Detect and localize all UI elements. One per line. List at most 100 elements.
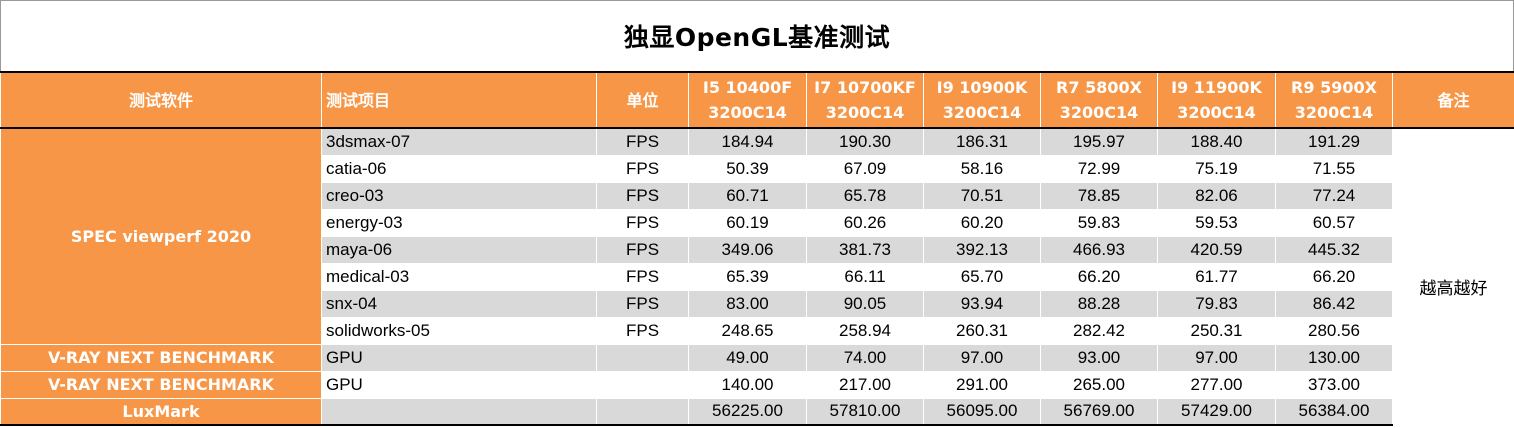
value-cell: 97.00 — [923, 343, 1041, 372]
value-cell: 60.20 — [923, 208, 1041, 237]
header-cpu-2-line1: I7 10700KF — [814, 78, 916, 97]
value-cell: 56384.00 — [1275, 397, 1393, 426]
value-cell: 57429.00 — [1157, 397, 1276, 426]
benchmark-table: 测试软件 测试项目 单位 I5 10400F 3200C14 I7 10700KF… — [0, 71, 1514, 426]
unit-cell: FPS — [596, 208, 689, 237]
value-cell: 191.29 — [1275, 127, 1393, 156]
header-item: 测试项目 — [321, 71, 597, 129]
group-vray-2-cell: V-RAY NEXT BENCHMARK — [0, 370, 322, 399]
header-cpu-3-line2: 3200C14 — [942, 103, 1022, 122]
value-cell: 392.13 — [923, 235, 1041, 264]
value-cell: 56769.00 — [1040, 397, 1158, 426]
unit-cell — [596, 343, 689, 372]
value-cell: 349.06 — [688, 235, 807, 264]
header-cpu-4: R7 5800X 3200C14 — [1040, 71, 1158, 129]
header-cpu-3: I9 10900K 3200C14 — [923, 71, 1041, 129]
value-cell: 190.30 — [806, 127, 924, 156]
item-cell: maya-06 — [321, 235, 597, 264]
value-cell: 65.78 — [806, 181, 924, 210]
value-cell: 59.53 — [1157, 208, 1276, 237]
value-cell: 67.09 — [806, 154, 924, 183]
table-row: V-RAY NEXT BENCHMARK GPU 140.00 217.00 2… — [0, 370, 1514, 399]
unit-cell: FPS — [596, 235, 689, 264]
header-cpu-6-line2: 3200C14 — [1294, 103, 1374, 122]
value-cell: 50.39 — [688, 154, 807, 183]
value-cell: 260.31 — [923, 316, 1041, 345]
group-vray-1-cell: V-RAY NEXT BENCHMARK — [0, 343, 322, 372]
header-software: 测试软件 — [0, 71, 322, 129]
value-cell: 93.00 — [1040, 343, 1158, 372]
value-cell: 83.00 — [688, 289, 807, 318]
value-cell: 60.71 — [688, 181, 807, 210]
value-cell: 65.70 — [923, 262, 1041, 291]
value-cell: 217.00 — [806, 370, 924, 399]
value-cell: 248.65 — [688, 316, 807, 345]
value-cell: 71.55 — [1275, 154, 1393, 183]
item-cell: snx-04 — [321, 289, 597, 318]
value-cell: 188.40 — [1157, 127, 1276, 156]
value-cell: 56225.00 — [688, 397, 807, 426]
table-title: 独显OpenGL基准测试 — [0, 0, 1514, 71]
table-row: creo-03 FPS 60.71 65.78 70.51 78.85 82.0… — [1, 181, 1514, 210]
value-cell: 79.83 — [1157, 289, 1276, 318]
unit-cell: FPS — [596, 127, 689, 156]
value-cell: 184.94 — [688, 127, 807, 156]
header-cpu-1-line2: 3200C14 — [708, 103, 787, 122]
note-cell: 越高越好 — [1392, 127, 1514, 426]
value-cell: 82.06 — [1157, 181, 1276, 210]
value-cell: 250.31 — [1157, 316, 1276, 345]
value-cell: 258.94 — [806, 316, 924, 345]
header-cpu-4-line2: 3200C14 — [1059, 103, 1139, 122]
value-cell: 66.20 — [1040, 262, 1158, 291]
value-cell: 277.00 — [1157, 370, 1276, 399]
value-cell: 86.42 — [1275, 289, 1393, 318]
value-cell: 60.26 — [806, 208, 924, 237]
unit-cell: FPS — [596, 316, 689, 345]
value-cell: 60.19 — [688, 208, 807, 237]
group-spec-cell: SPEC viewperf 2020 — [0, 127, 322, 345]
header-cpu-5-line2: 3200C14 — [1177, 103, 1256, 122]
value-cell: 140.00 — [688, 370, 807, 399]
item-cell: GPU — [321, 343, 597, 372]
item-cell — [321, 397, 597, 426]
group-luxmark-cell: LuxMark — [0, 397, 322, 426]
value-cell: 65.39 — [688, 262, 807, 291]
value-cell: 78.85 — [1040, 181, 1158, 210]
header-cpu-5: I9 11900K 3200C14 — [1157, 71, 1276, 129]
header-unit: 单位 — [596, 71, 689, 129]
item-cell: energy-03 — [321, 208, 597, 237]
value-cell: 58.16 — [923, 154, 1041, 183]
unit-cell: FPS — [596, 154, 689, 183]
unit-cell — [596, 397, 689, 426]
unit-cell: FPS — [596, 181, 689, 210]
table-row: V-RAY NEXT BENCHMARK GPU 49.00 74.00 97.… — [0, 343, 1514, 372]
value-cell: 75.19 — [1157, 154, 1276, 183]
value-cell: 74.00 — [806, 343, 924, 372]
value-cell: 186.31 — [923, 127, 1041, 156]
table-row: LuxMark 56225.00 57810.00 56095.00 56769… — [0, 397, 1514, 426]
value-cell: 57810.00 — [806, 397, 924, 426]
value-cell: 195.97 — [1040, 127, 1158, 156]
value-cell: 49.00 — [688, 343, 807, 372]
item-cell: 3dsmax-07 — [321, 127, 597, 156]
value-cell: 70.51 — [923, 181, 1041, 210]
value-cell: 282.42 — [1040, 316, 1158, 345]
value-cell: 381.73 — [806, 235, 924, 264]
table-row: solidworks-05 FPS 248.65 258.94 260.31 2… — [1, 316, 1514, 345]
item-cell: creo-03 — [321, 181, 597, 210]
table-row: SPEC viewperf 2020 3dsmax-07 FPS 184.94 … — [0, 127, 1514, 426]
value-cell: 291.00 — [923, 370, 1041, 399]
unit-cell — [596, 370, 689, 399]
value-cell: 466.93 — [1040, 235, 1158, 264]
value-cell: 420.59 — [1157, 235, 1276, 264]
header-cpu-5-line1: I9 11900K — [1171, 78, 1262, 97]
value-cell: 77.24 — [1275, 181, 1393, 210]
value-cell: 66.20 — [1275, 262, 1393, 291]
item-cell: GPU — [321, 370, 597, 399]
header-cpu-1-line1: I5 10400F — [702, 78, 793, 97]
value-cell: 60.57 — [1275, 208, 1393, 237]
header-row: 测试软件 测试项目 单位 I5 10400F 3200C14 I7 10700KF… — [0, 71, 1514, 129]
value-cell: 93.94 — [923, 289, 1041, 318]
value-cell: 61.77 — [1157, 262, 1276, 291]
value-cell: 280.56 — [1275, 316, 1393, 345]
